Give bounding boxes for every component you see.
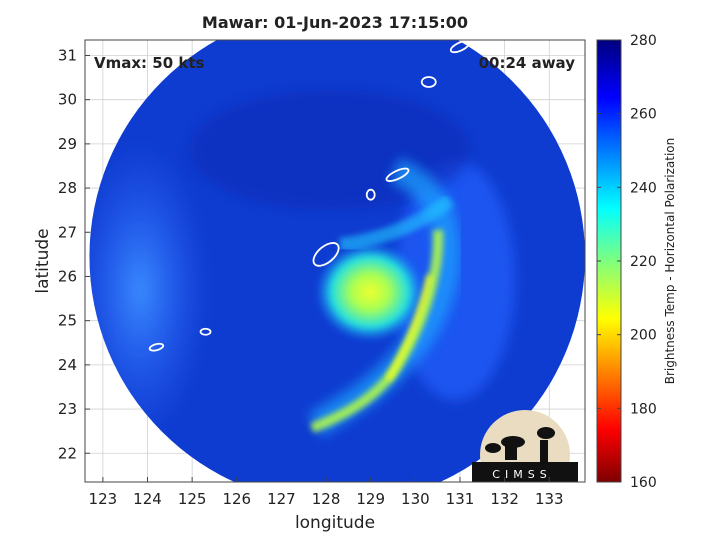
colorbar-tick-label: 220 xyxy=(630,254,657,270)
vmax-annotation: Vmax: 50 kts xyxy=(94,54,204,72)
y-tick-label: 29 xyxy=(58,135,77,153)
x-tick-label: 126 xyxy=(222,490,251,508)
inner-core-region xyxy=(315,242,425,342)
colorbar-tick-label: 280 xyxy=(630,33,657,49)
colorbar-tick-label: 200 xyxy=(630,328,657,344)
island-outlines xyxy=(148,40,471,352)
x-axis: 123 124 125 126 127 128 129 130 131 132 133 xyxy=(89,477,564,508)
x-tick-label: 129 xyxy=(356,490,385,508)
y-tick-label: 24 xyxy=(58,356,77,374)
colorbar-tick-label: 240 xyxy=(630,180,657,196)
y-axis: 22 23 24 25 26 27 28 29 30 31 xyxy=(58,46,90,462)
colorbar-label: Brightness Temp - Horizontal Polarizatio… xyxy=(663,138,677,385)
time-away-annotation: 00:24 away xyxy=(479,54,576,72)
y-tick-label: 27 xyxy=(58,223,77,241)
island-outline xyxy=(199,327,212,336)
y-tick-label: 23 xyxy=(58,400,77,418)
colorbar-tick-label: 160 xyxy=(630,475,657,491)
chart-title: Mawar: 01-Jun-2023 17:15:00 xyxy=(202,13,468,32)
x-tick-label: 132 xyxy=(490,490,519,508)
y-tick-label: 26 xyxy=(58,267,77,285)
svg-text:CIMSS: CIMSS xyxy=(492,468,551,481)
island-outline xyxy=(148,342,165,352)
island-outline xyxy=(385,167,410,182)
island-outline xyxy=(420,76,437,88)
y-tick-label: 22 xyxy=(58,444,77,462)
cimss-logo: CIMSS xyxy=(472,410,578,482)
colorbar-ticks: 160 180 200 220 240 260 280 xyxy=(597,33,657,491)
scan-disk xyxy=(89,40,585,482)
y-tick-label: 31 xyxy=(58,46,77,64)
y-tick-label: 25 xyxy=(58,312,77,330)
x-tick-label: 128 xyxy=(312,490,341,508)
x-tick-label: 127 xyxy=(267,490,296,508)
y-axis-label: latitude xyxy=(33,228,53,293)
y-tick-label: 30 xyxy=(58,91,77,109)
x-tick-label: 124 xyxy=(133,490,162,508)
x-tick-label: 131 xyxy=(446,490,475,508)
island-outline xyxy=(449,40,471,54)
x-tick-label: 125 xyxy=(178,490,207,508)
island-outline xyxy=(365,188,376,201)
colorbar-tick-label: 260 xyxy=(630,107,657,123)
island-outline xyxy=(312,242,340,267)
x-tick-label: 133 xyxy=(535,490,564,508)
y-tick-label: 28 xyxy=(58,179,77,197)
colorbar-tick-label: 180 xyxy=(630,401,657,417)
x-tick-label: 123 xyxy=(89,490,118,508)
x-tick-label: 130 xyxy=(401,490,430,508)
x-axis-label: longitude xyxy=(295,513,375,533)
